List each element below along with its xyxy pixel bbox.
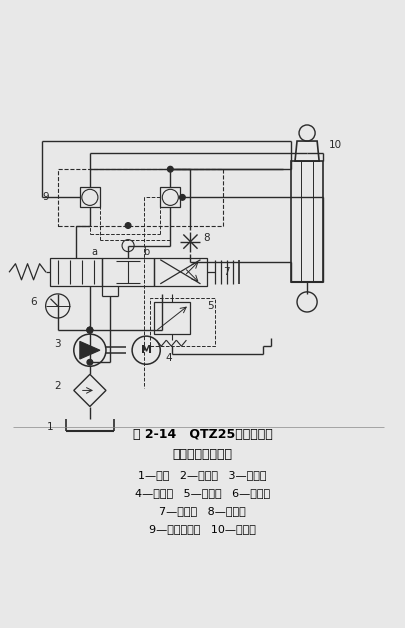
Bar	[154, 302, 190, 334]
Circle shape	[179, 195, 185, 200]
Text: 7: 7	[223, 267, 230, 277]
Bar	[154, 257, 207, 286]
Text: 2: 2	[54, 381, 61, 391]
Text: 机顶升液压原理图: 机顶升液压原理图	[173, 448, 232, 462]
Circle shape	[87, 327, 93, 333]
Circle shape	[87, 359, 93, 365]
Text: 4—电动机   5—溢流阀   6—压力表: 4—电动机 5—溢流阀 6—压力表	[135, 488, 270, 498]
Text: 1—油箱   2—过滤器   3—齿轮泵: 1—油箱 2—过滤器 3—齿轮泵	[138, 470, 267, 480]
Text: b: b	[143, 247, 149, 257]
Circle shape	[168, 166, 173, 172]
Text: M: M	[141, 345, 152, 355]
Text: 7—换向阀   8—节流阀: 7—换向阀 8—节流阀	[159, 506, 246, 516]
Text: 5: 5	[207, 301, 214, 311]
Circle shape	[125, 223, 131, 229]
Text: 9—双向液压锁   10—液压缸: 9—双向液压锁 10—液压缸	[149, 524, 256, 534]
Bar	[58, 169, 223, 225]
Bar	[102, 257, 154, 286]
Text: 图 2-14   QTZ25型塔式起重: 图 2-14 QTZ25型塔式起重	[132, 428, 273, 441]
Bar	[50, 257, 102, 286]
Bar	[80, 187, 100, 207]
Text: 9: 9	[42, 192, 49, 202]
Circle shape	[87, 327, 93, 333]
Text: a: a	[91, 247, 97, 257]
Text: 8: 8	[203, 232, 210, 242]
Text: 1: 1	[46, 421, 53, 431]
Bar	[291, 161, 323, 282]
Text: 3: 3	[54, 339, 61, 349]
Text: 10: 10	[329, 140, 342, 150]
Text: 6: 6	[30, 297, 37, 307]
Circle shape	[87, 327, 93, 333]
Polygon shape	[80, 342, 100, 359]
Bar	[160, 187, 180, 207]
Text: 4: 4	[165, 353, 172, 363]
Bar	[150, 298, 215, 346]
